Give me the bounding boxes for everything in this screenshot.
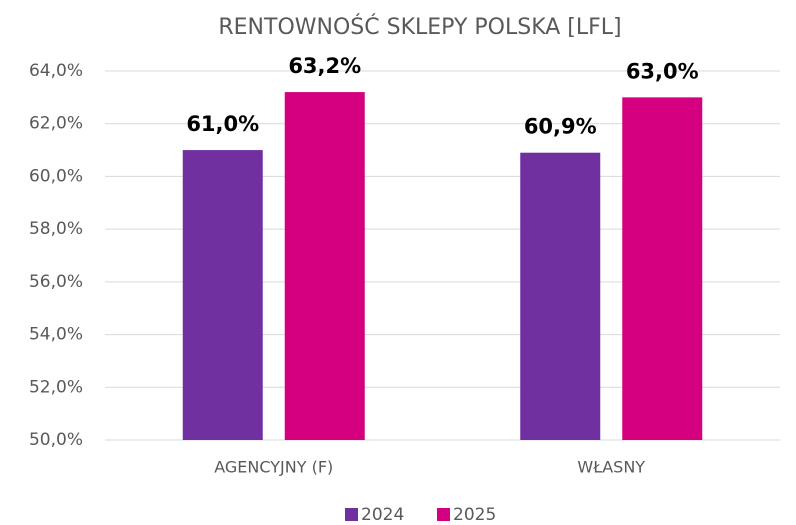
y-tick-label: 52,0% bbox=[29, 377, 83, 397]
bar bbox=[520, 152, 601, 440]
y-tick-label: 56,0% bbox=[29, 272, 83, 292]
x-tick-label: WŁASNY bbox=[577, 458, 645, 477]
y-tick-label: 54,0% bbox=[29, 325, 83, 345]
y-tick-label: 64,0% bbox=[29, 61, 83, 81]
legend-swatch bbox=[345, 508, 358, 521]
legend-label: 2025 bbox=[453, 505, 496, 525]
bar bbox=[182, 150, 263, 441]
bar bbox=[622, 97, 703, 440]
data-label: 61,0% bbox=[186, 112, 259, 136]
bar bbox=[284, 92, 365, 440]
y-tick-label: 60,0% bbox=[29, 166, 83, 186]
chart-title: RENTOWNOŚĆ SKLEPY POLSKA [LFL] bbox=[218, 14, 621, 40]
data-label: 60,9% bbox=[524, 115, 597, 139]
y-tick-label: 58,0% bbox=[29, 219, 83, 239]
legend-label: 2024 bbox=[361, 505, 404, 525]
legend-swatch bbox=[437, 508, 450, 521]
data-label: 63,2% bbox=[288, 54, 361, 78]
data-label: 63,0% bbox=[626, 59, 699, 83]
y-tick-label: 62,0% bbox=[29, 114, 83, 134]
y-tick-label: 50,0% bbox=[29, 430, 83, 450]
x-tick-label: AGENCYJNY (F) bbox=[214, 458, 333, 477]
